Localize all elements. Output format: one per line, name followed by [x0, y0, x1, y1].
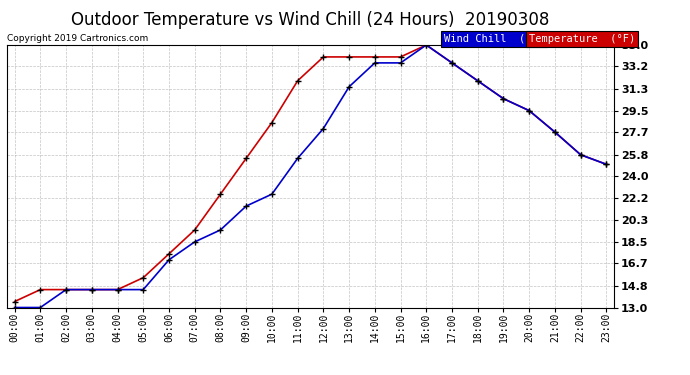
Text: Copyright 2019 Cartronics.com: Copyright 2019 Cartronics.com [7, 34, 148, 43]
Text: Outdoor Temperature vs Wind Chill (24 Hours)  20190308: Outdoor Temperature vs Wind Chill (24 Ho… [71, 11, 550, 29]
Text: Temperature  (°F): Temperature (°F) [529, 34, 635, 44]
Text: Wind Chill  (°F): Wind Chill (°F) [444, 34, 544, 44]
